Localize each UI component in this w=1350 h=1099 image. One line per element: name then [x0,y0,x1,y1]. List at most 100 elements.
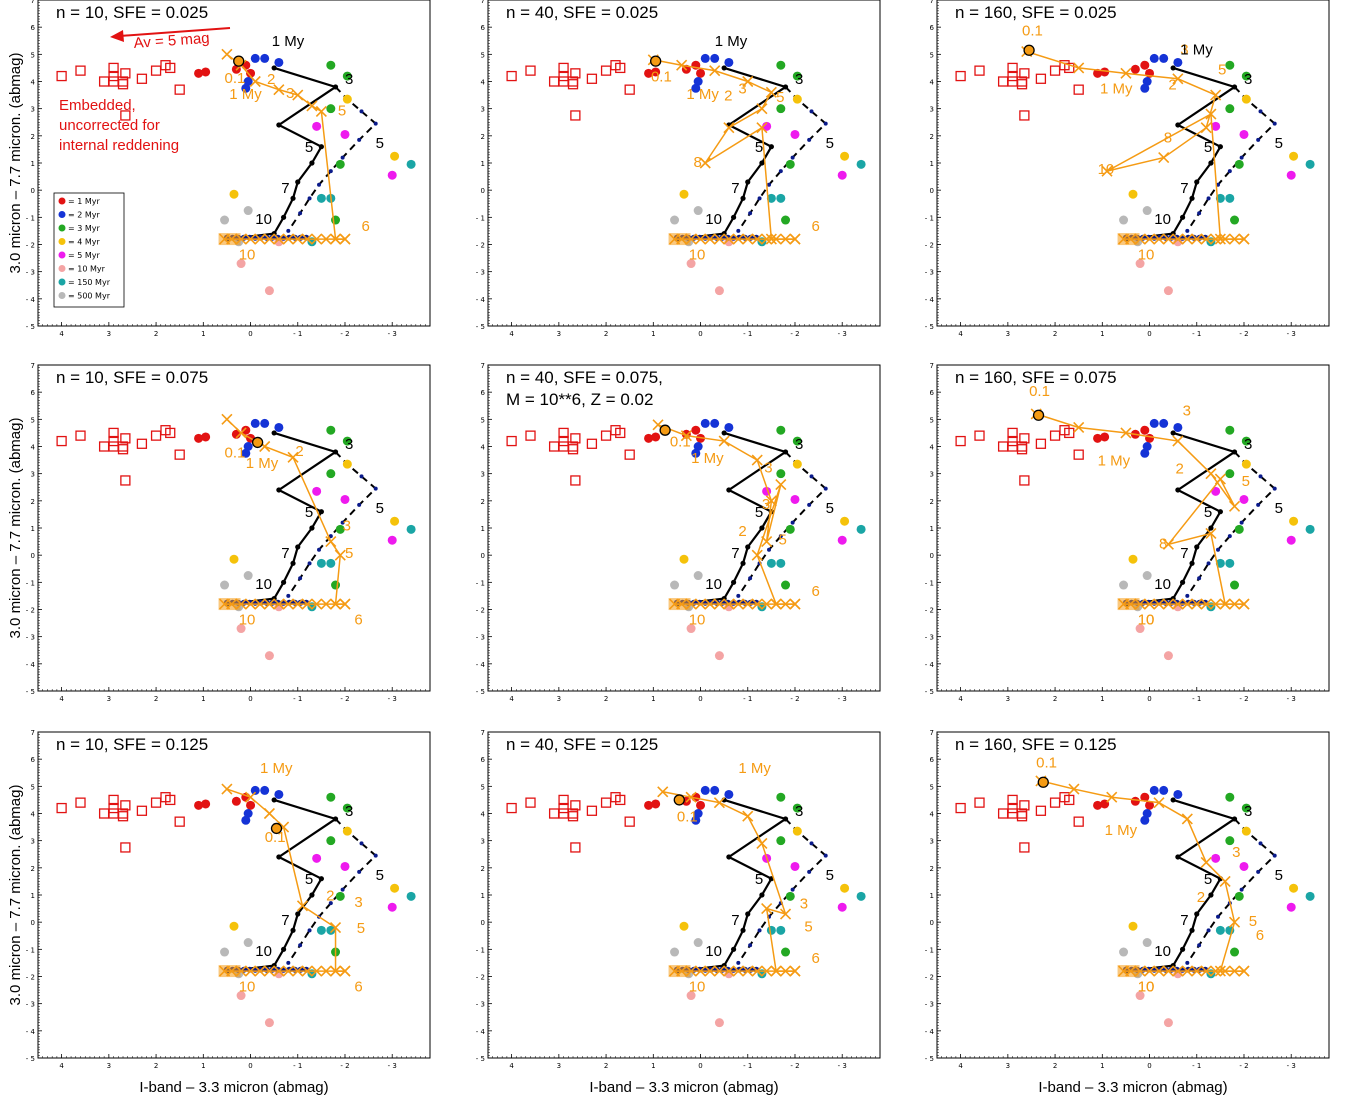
orange-age-label: 8 [693,154,701,171]
embedded-cluster-square [506,70,517,82]
cluster-dot-magenta [837,902,847,912]
dashed-track-point [1216,914,1221,919]
y-tick-label: 6 [31,756,36,764]
orange-track-cross [1181,233,1193,245]
orange-bottom-blob [218,965,241,978]
cluster-dot-green [326,60,336,70]
y-tick-label: - 4 [476,296,486,304]
x-tick-label: 0 [698,1062,702,1070]
dashed-track-point [359,841,364,846]
cluster-dot-red [1140,60,1150,70]
orange-track-cross [1181,813,1193,825]
x-tick-label: - 1 [293,695,302,703]
y-tick-label: 3 [930,471,934,479]
orange-age-label: 0.1 [670,434,691,451]
orange-age-label: 10 [689,611,706,628]
dashed-track-point [767,547,772,552]
embedded-cluster-square [1019,475,1030,486]
cluster-dot-green [326,425,336,435]
embedded-cluster-square [1016,79,1028,90]
orange-track-cross [1210,233,1222,245]
cluster-dot-green [1230,580,1240,590]
panel-title: n = 10, SFE = 0.125 [56,735,208,754]
orange-age-label: 5 [338,102,346,119]
black-age-label: 3 [795,71,803,88]
solid-track-point [1231,449,1238,455]
embedded-cluster-square [117,79,129,90]
x-tick-label: 4 [509,1062,514,1070]
x-tick-label: 2 [1053,695,1057,703]
embedded-cluster-square [1049,797,1061,808]
orange-bottom-blob [1117,598,1140,611]
embedded-cluster-square [165,427,176,439]
orange-track-cross [751,598,763,610]
orange-age-label: 1 My [738,760,771,777]
solid-model-track [1125,798,1238,973]
cluster-dot-red [1140,792,1150,802]
embedded-cluster-square [615,794,626,806]
black-age-label: 5 [1275,135,1283,152]
orange-track-cross [732,233,744,245]
black-age-label: 5 [376,135,384,152]
cluster-dot-blue [693,77,703,86]
orange-age-label: 6 [354,978,362,995]
dashed-track-point [790,887,795,892]
y-axis-title: 3.0 micron – 7.7 micron. (abmag) [7,785,24,1006]
cluster-dot-magenta [387,535,397,545]
y-tick-label: 1 [31,160,35,168]
embedded-cluster-square [120,433,131,444]
orange-bottom-blob [1117,233,1140,246]
cluster-dot-gold [679,554,689,564]
embedded-cluster-square [558,802,569,814]
dashed-track-point [790,520,795,525]
cluster-dot-gold [1241,94,1251,104]
panel-title: n = 160, SFE = 0.125 [955,735,1117,754]
cluster-dot-green [1225,836,1235,846]
orange-track-cross [1200,598,1212,610]
dashed-track-point [357,869,362,874]
y-tick-label: - 5 [476,323,485,331]
cluster-dot-blue [691,83,701,93]
x-tick-label: 2 [604,330,608,338]
embedded-cluster-square [1007,62,1018,74]
embedded-cluster-square [136,438,148,449]
orange-track-cross [694,965,707,977]
x-tick-label: - 2 [1239,1062,1248,1070]
y-tick-label: 2 [31,865,35,873]
embedded-cluster-square [955,802,966,814]
embedded-cluster-square [108,427,119,439]
dashed-track-point [1197,576,1202,581]
x-tick-label: 2 [604,1062,608,1070]
x-tick-label: 4 [958,695,963,703]
solid-track-point [782,449,789,455]
solid-track-point [730,214,737,220]
orange-track-cross [685,791,697,803]
embedded-cluster-square [75,797,86,808]
orange-track-cross [756,103,768,115]
cluster-dot-gold [229,554,239,564]
y-tick-label: - 2 [476,974,485,982]
orange-age-label: 6 [812,950,820,967]
black-age-label: 7 [731,180,739,197]
embedded-cluster-square [1016,811,1028,822]
embedded-cluster-square [136,73,148,84]
dashed-track-point [1197,211,1202,216]
solid-track-point [276,487,282,493]
black-age-label: 7 [1180,912,1188,929]
y-tick-label: - 3 [476,269,485,277]
cluster-dot-gold [229,189,239,199]
panel-title: n = 10, SFE = 0.025 [56,3,208,22]
orange-age-label: 3 [1232,844,1240,861]
cluster-dot-gold [1128,189,1138,199]
dashed-track-point [778,534,783,539]
orange-track-cross [1068,783,1080,795]
solid-model-track [1125,66,1238,241]
legend-label: = 5 Myr [68,251,101,260]
dashed-track-point [1206,561,1211,566]
y-tick-label: 0 [481,919,485,927]
cluster-dot-red [644,800,654,810]
y-tick-label: - 1 [476,214,485,222]
